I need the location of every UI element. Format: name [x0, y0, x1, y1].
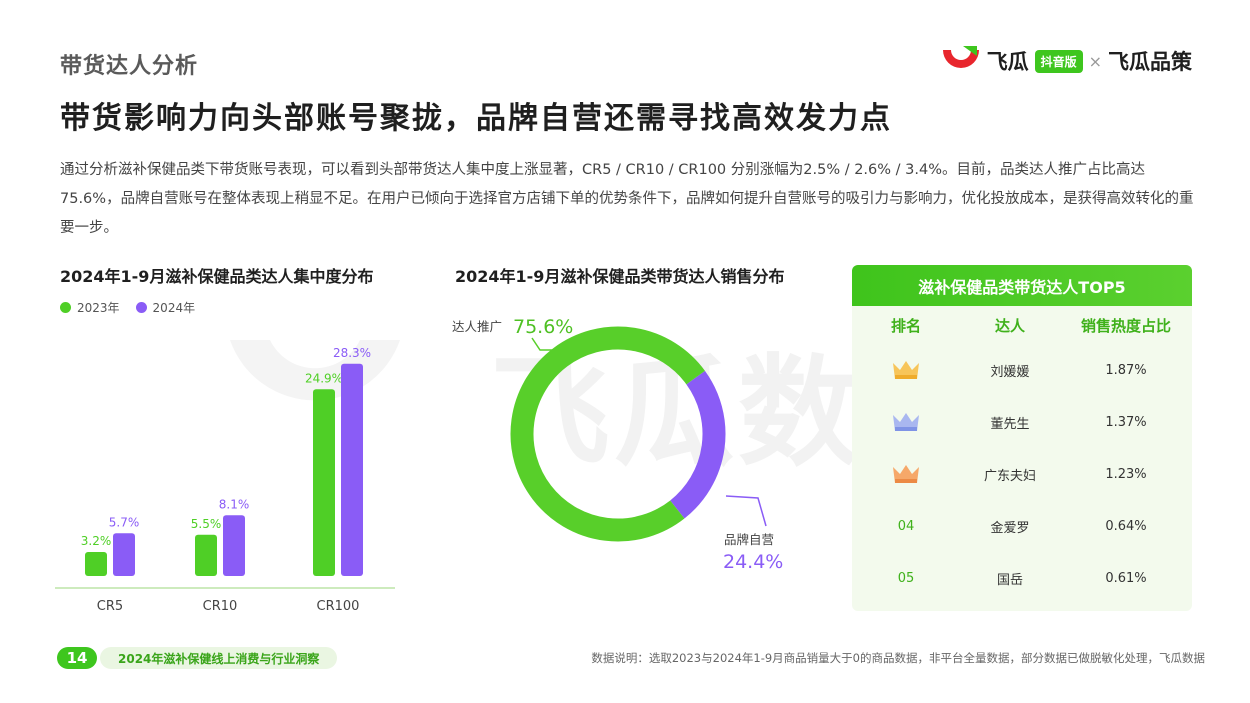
legend-dot-2023: [60, 302, 71, 313]
table-row: 董先生 1.37%: [852, 396, 1192, 448]
bar-cr10-2024年: [223, 515, 245, 576]
legend-label-2024: 2024年: [152, 301, 196, 315]
legend-label-2023: 2023年: [77, 301, 120, 315]
brand-separator: ×: [1088, 51, 1102, 71]
bar-cr10-2023年: [195, 534, 217, 576]
bar-chart: 3.2% 5.7% CR5 5.5% 8.1% CR10 24.9% 28.3% CR100: [55, 346, 395, 614]
donut-slice-influencer: [510, 326, 705, 542]
bar-cr5-2024年: [113, 533, 135, 576]
leader-line-influencer: [531, 337, 560, 351]
column-header-rank: 排名: [890, 316, 921, 335]
rank-cell: [852, 359, 960, 381]
data-label-cr5-2023年: 3.2%: [81, 534, 112, 548]
influencer-name: 国岳: [996, 572, 1023, 588]
page-number: 14: [57, 647, 97, 669]
influencer-name: 广东夫妇: [983, 468, 1036, 484]
data-label-cr10-2024年: 8.1%: [219, 497, 250, 511]
section-title: 带货达人分析: [60, 54, 199, 79]
donut-slice-brand-self: [669, 370, 726, 519]
data-label-cr10-2023年: 5.5%: [191, 517, 222, 531]
top5-rows: 刘媛媛 1.87% 董先生 1.37% 广东夫妇 1.23% 04 金爱罗 0.64% 05 国岳 0…: [852, 344, 1192, 604]
data-label-cr100-2023年: 24.9%: [305, 371, 343, 385]
table-row: 刘媛媛 1.87%: [852, 344, 1192, 396]
x-tick-label-cr5: CR5: [97, 599, 123, 614]
slice-value-brand-self: 24.4%: [723, 551, 783, 573]
rank-number: 05: [897, 570, 915, 586]
slice-value-influencer: 75.6%: [513, 316, 573, 338]
rank-cell: 05: [852, 571, 960, 586]
x-tick-label-cr100: CR100: [317, 599, 360, 614]
bar-cr5-2023年: [85, 552, 107, 576]
rank-number: 04: [897, 518, 915, 534]
table-row: 广东夫妇 1.23%: [852, 448, 1192, 500]
report-name-badge: 2024年滋补保健线上消费与行业洞察: [100, 647, 338, 669]
bar-cr100-2024年: [341, 363, 363, 576]
brand-tag: 抖音版: [1034, 49, 1083, 73]
slice-label-brand-self: 品牌自营: [724, 532, 774, 547]
table-row: 04 金爱罗 0.64%: [852, 500, 1192, 552]
leader-line-brand-self: [725, 495, 767, 527]
legend-item-2023: 2023年: [60, 299, 120, 316]
bar-chart-title: 2024年1-9月滋补保健品类达人集中度分布: [60, 267, 374, 286]
sales-share: 1.23%: [1105, 466, 1147, 482]
table-row: 05 国岳 0.61%: [852, 552, 1192, 604]
donut-chart-title: 2024年1-9月滋补保健品类带货达人销售分布: [455, 267, 785, 286]
data-note: 数据说明：选取2023与2024年1-9月商品销量大于0的商品数据，非平台全量数…: [591, 651, 1205, 665]
rank-cell: [852, 463, 960, 485]
feigua-logo-icon: [942, 46, 979, 68]
brand-name-feigua: 飞瓜: [986, 50, 1029, 74]
column-header-influencer: 达人: [994, 316, 1025, 335]
column-header-share: 销售热度占比: [1080, 316, 1171, 335]
data-label-cr5-2024年: 5.7%: [109, 515, 140, 529]
bronze-crown-icon: [893, 465, 919, 483]
influencer-name: 董先生: [990, 416, 1030, 432]
legend-dot-2024: [135, 302, 147, 313]
top5-table: 滋补保健品类带货达人TOP5 排名 达人 销售热度占比 刘媛媛 1.87% 董先生 1…: [852, 265, 1192, 611]
page-title: 带货影响力向头部账号聚拢，品牌自营还需寻找高效发力点: [60, 101, 892, 136]
donut-chart: 达人推广 75.6% 品牌自营 24.4%: [452, 316, 783, 573]
silver-crown-icon: [893, 413, 919, 431]
rank-cell: [852, 411, 960, 433]
influencer-name: 刘媛媛: [990, 364, 1030, 380]
brand-name-pince: 飞瓜品策: [1108, 50, 1192, 74]
sales-share: 1.87%: [1105, 362, 1147, 378]
data-label-cr100-2024年: 28.3%: [333, 346, 371, 360]
top5-header-row: 排名 达人 销售热度占比: [852, 306, 1192, 344]
intro-paragraph: 通过分析滋补保健品类下带货账号表现，可以看到头部带货达人集中度上涨显著，CR5 …: [60, 162, 1194, 236]
bar-chart-legend: 2023年 2024年: [60, 299, 195, 316]
slice-label-influencer: 达人推广: [452, 319, 502, 334]
sales-share: 0.64%: [1105, 518, 1147, 534]
bar-cr100-2023年: [313, 389, 335, 576]
sales-share: 1.37%: [1105, 414, 1147, 430]
gold-crown-icon: [893, 361, 919, 379]
top5-title: 滋补保健品类带货达人TOP5: [852, 265, 1192, 306]
rank-cell: 04: [852, 519, 960, 534]
sales-share: 0.61%: [1105, 570, 1147, 586]
influencer-name: 金爱罗: [990, 520, 1030, 536]
legend-item-2024: 2024年: [135, 299, 196, 316]
x-tick-label-cr10: CR10: [203, 599, 238, 614]
brand-logo-group: 飞瓜 抖音版 × 飞瓜品策: [941, 44, 1192, 78]
